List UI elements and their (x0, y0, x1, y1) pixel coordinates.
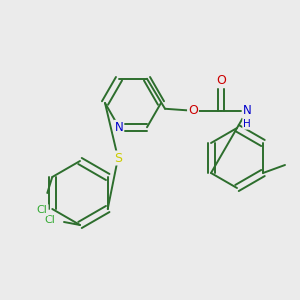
Text: O: O (188, 104, 198, 117)
Text: N: N (115, 121, 123, 134)
Text: Cl: Cl (45, 215, 56, 225)
Text: Cl: Cl (37, 205, 48, 215)
Text: N: N (243, 104, 251, 117)
Text: S: S (114, 152, 122, 164)
Text: H: H (243, 119, 251, 129)
Text: O: O (216, 74, 226, 87)
